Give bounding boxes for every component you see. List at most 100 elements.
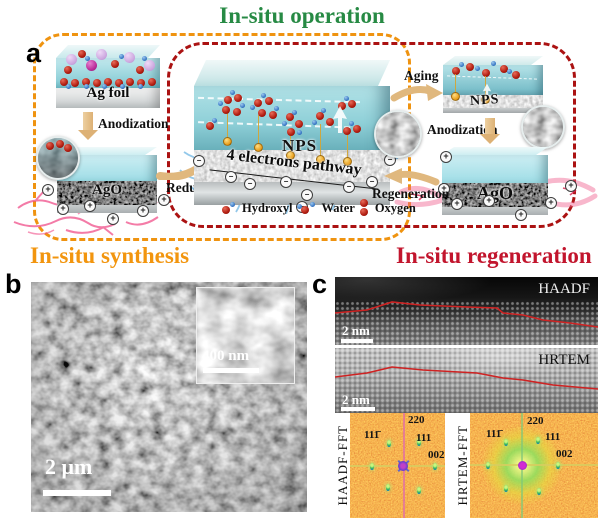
ago-left-inset-circle [36,136,80,180]
negative-charge-icon [366,176,378,188]
molecule-red [64,144,72,152]
ago-right-base [442,207,548,215]
sem-scale-bar [43,490,111,496]
nps-right-base [443,108,543,113]
ion-particle [96,49,107,60]
ago-left-base [57,205,157,213]
molecule-red [286,113,294,121]
molecule-blue [250,105,255,110]
molecule-red [56,140,64,148]
ag-foil-metal-layer [56,88,160,108]
molecule-blue [282,121,287,126]
bond-stem [290,132,291,153]
synthesis-title: In-situ synthesis [30,243,190,268]
molecule-red [222,106,230,114]
bond-stem [258,115,259,145]
up-arrow-icon [333,106,347,133]
legend-hydroxyl-label: Hydroxyl [242,200,293,215]
ion-particle [144,60,155,71]
legend-water-label: Water [321,200,355,215]
legend-oxygen-label: Oxygen [374,200,416,215]
molecule-red [295,120,303,128]
molecule-red [500,65,508,73]
molecule-red [466,63,474,71]
molecule-red [82,78,90,86]
bond-stem [455,74,456,93]
active-site [343,157,352,166]
operation-dashed-box [167,42,576,228]
nps-center-base [194,182,390,205]
water-icon [297,201,316,215]
active-site [316,155,325,164]
molecule-red [224,96,232,104]
molecule-red [148,78,156,86]
molecule-red [111,60,119,68]
up-arrow-icon [482,83,492,100]
nps-right-block [443,56,543,113]
aging-arrow [390,84,443,102]
negative-charge-icon [225,171,237,183]
molecule-blue [212,118,217,123]
molecule-red [71,79,79,87]
hrtem-fft-label: HRTEM-FFT [454,425,470,506]
pink-tendrils-left [13,190,159,236]
fft-index-111: 111 [545,431,561,443]
haadf-surface-line [335,301,598,328]
haadf-fft-label: HAADF-FFT [334,425,350,506]
molecule-red [60,78,68,86]
molecule-blue [297,130,302,135]
molecule-blue [312,120,317,125]
regeneration-label: Regeneration [372,186,450,201]
haadf-scale-text: 2 nm [342,323,370,338]
sem-inset-scale-bar [203,368,259,373]
molecule-red [326,118,334,126]
fft-index-002: 002 [556,448,573,460]
negative-charge-icon [193,155,205,167]
molecule-red [348,100,356,108]
molecule-red [104,78,112,86]
ago-right-water-layer [442,155,548,183]
molecule-blue [274,106,279,111]
molecule-red [234,94,242,102]
molecule-red [126,78,134,86]
nps-center-label: NPS [282,136,318,155]
active-site [223,137,232,146]
molecule-blue [142,56,147,61]
molecule-red [254,99,262,107]
positive-charge-icon [545,197,557,209]
molecule-red [93,79,101,87]
ago-left-oxide-layer [57,181,157,205]
molecule-red [353,125,361,133]
molecule-red [269,111,277,119]
hrtem-surface-line [335,366,598,390]
active-site [451,92,460,101]
oxygen-icon [359,199,370,217]
molecule-red [258,109,266,117]
positive-charge-icon [137,205,149,217]
bond-stem [347,134,348,159]
sem-inset-scale-text: 400 nm [202,348,250,364]
bond-stem [485,76,486,96]
molecule-blue [84,84,89,89]
hrtem-fft-image: 220 111̄ 111 002 [470,413,598,518]
nps-right-top-face [443,56,543,65]
active-site [286,151,295,160]
hrtem-label: HRTEM [538,352,590,368]
molecule-red [265,97,273,105]
ion-particle [66,54,77,65]
molecule-blue [349,121,354,126]
fft-index-220: 220 [527,415,544,427]
haadf-scale-bar [341,339,373,343]
molecule-blue [292,110,297,115]
ag-foil-label: Ag foil [86,85,130,101]
fft-index-111bar: 111̄ [364,429,380,441]
molecule-red [64,66,72,74]
active-site [254,143,263,152]
molecule-blue [102,84,107,89]
molecule-red [206,122,214,130]
molecule-red [115,79,123,87]
positive-charge-icon [440,151,452,163]
positive-charge-icon [42,184,54,196]
molecule-blue [66,84,71,89]
haadf-fft-image: 220 111̄ 111 002 [350,413,445,518]
